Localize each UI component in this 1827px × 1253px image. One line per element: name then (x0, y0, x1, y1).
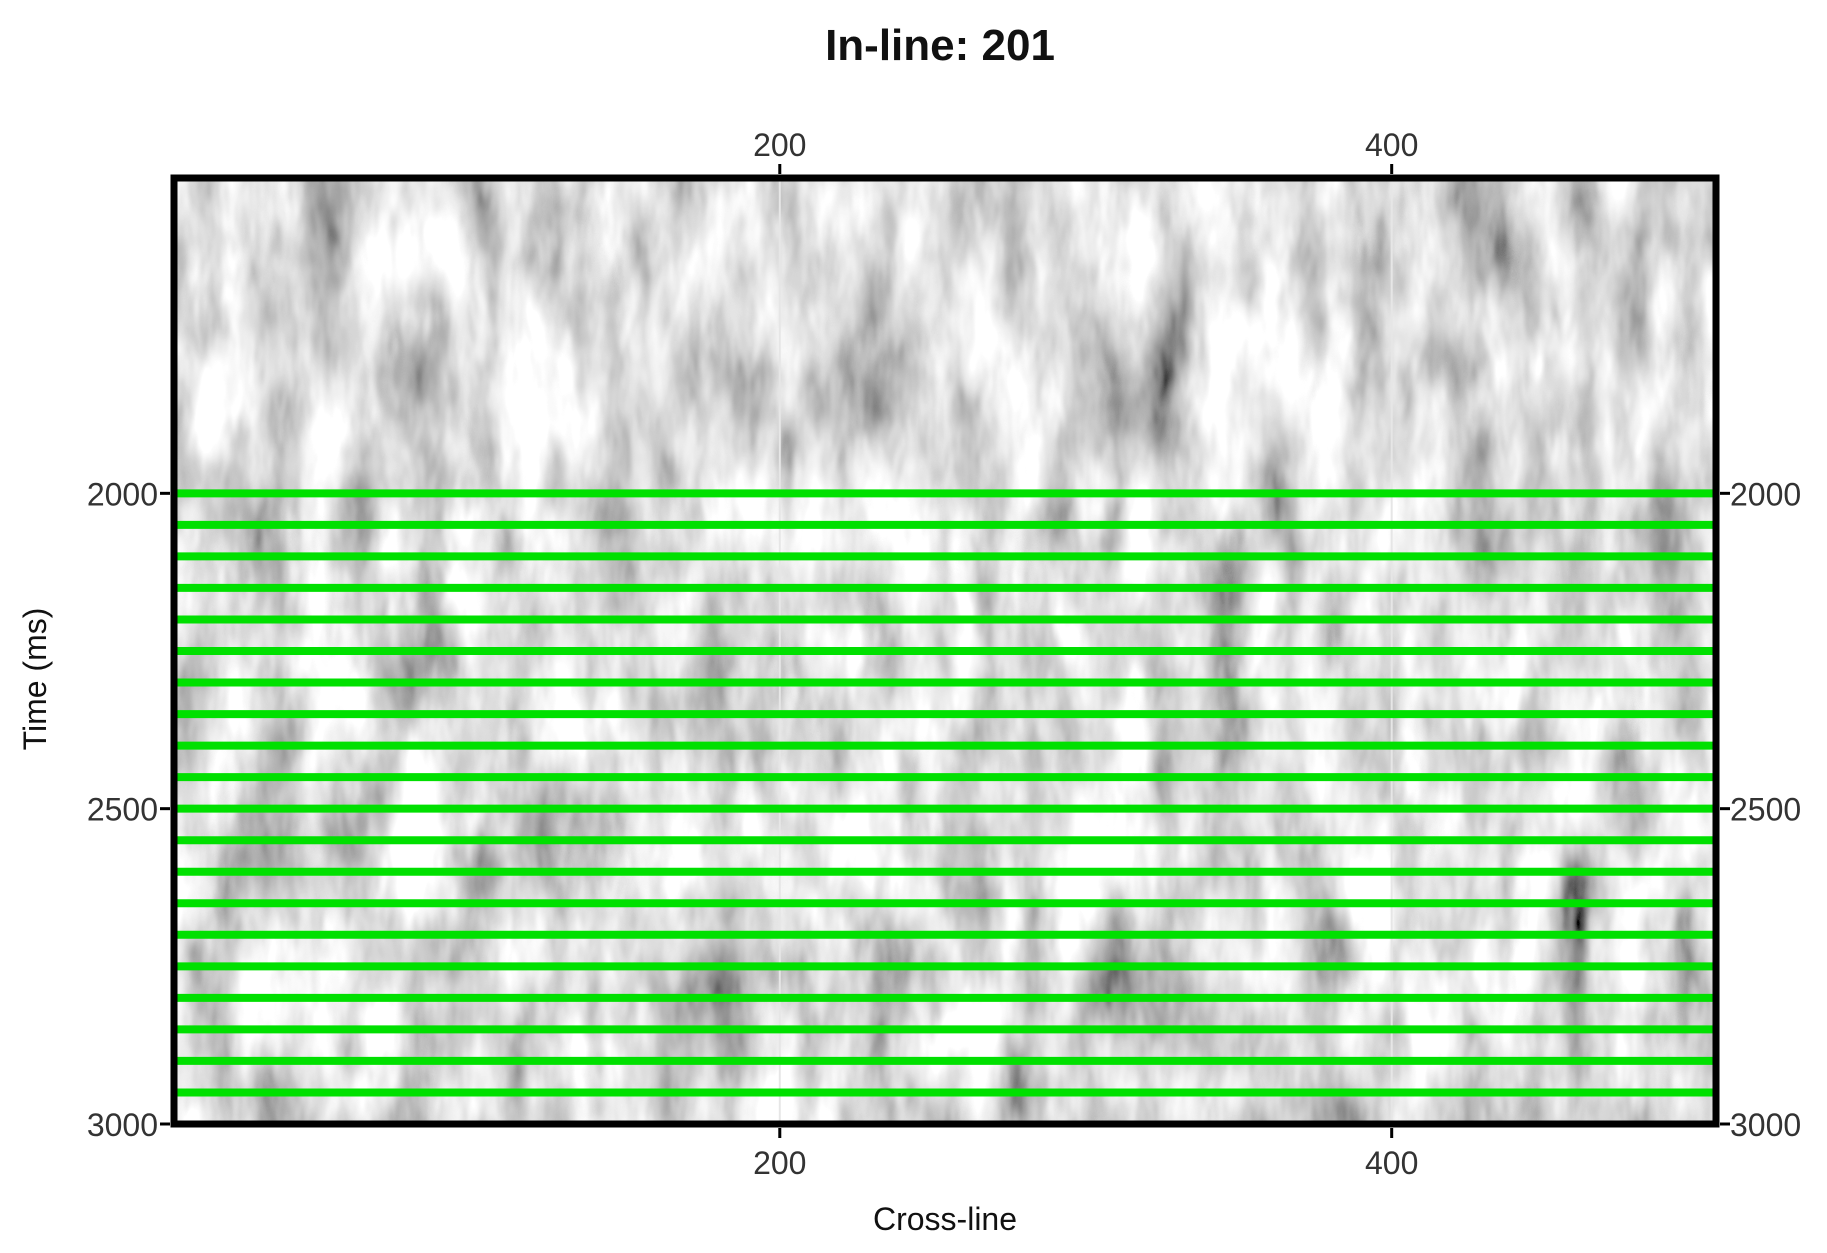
y-tick-label-left: 2000 (87, 476, 158, 512)
y-axis-label: Time (ms) (17, 608, 53, 751)
x-tick-label-bottom: 400 (1365, 1145, 1418, 1181)
y-tick-label-right: 3000 (1730, 1107, 1801, 1143)
axis-ticks: 200 200 400 400 2000 2000 2500 2500 3000 3000 (87, 127, 1801, 1181)
x-tick-label-top: 200 (753, 127, 806, 163)
x-axis-label: Cross-line (873, 1201, 1017, 1237)
y-tick-label-left: 2500 (87, 792, 158, 828)
x-tick-label-top: 400 (1365, 127, 1418, 163)
y-tick-label-left: 3000 (87, 1107, 158, 1143)
y-tick-label-right: 2000 (1730, 476, 1801, 512)
chart-title: In-line: 201 (825, 21, 1055, 70)
plot-area (170, 174, 1720, 1128)
y-tick-label-right: 2500 (1730, 792, 1801, 828)
horizon-lines (174, 489, 1716, 1097)
x-tick-label-bottom: 200 (753, 1145, 806, 1181)
plot-frame (170, 174, 1720, 1128)
